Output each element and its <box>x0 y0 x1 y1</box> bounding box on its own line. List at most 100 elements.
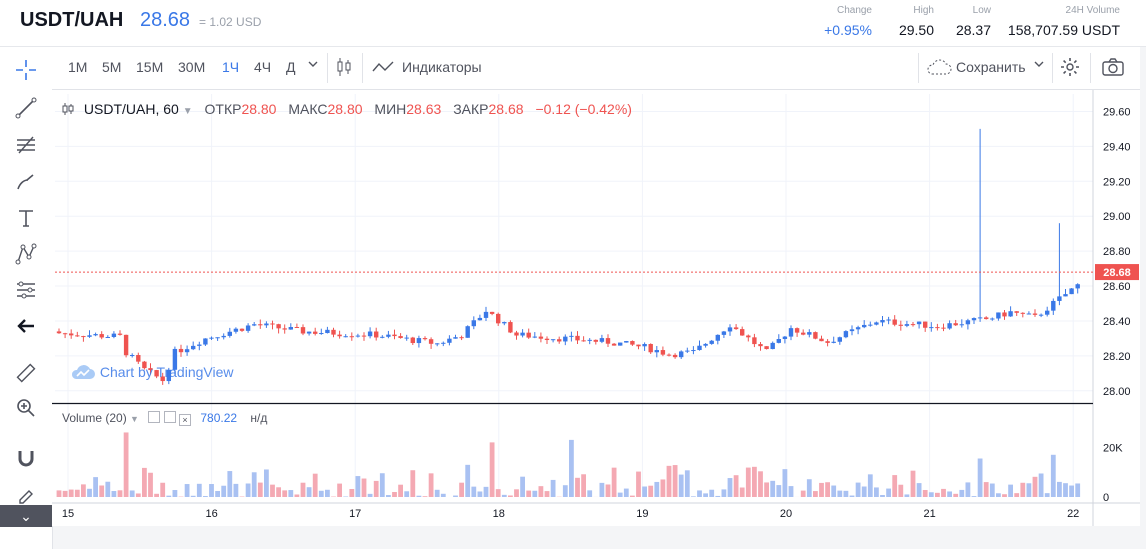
candle-body <box>130 355 135 357</box>
candle-body <box>538 336 544 339</box>
candle-body <box>618 342 623 346</box>
volume-bar <box>453 495 458 497</box>
volume-bar <box>483 486 489 497</box>
candle-body <box>825 341 830 343</box>
volume-bar <box>300 482 306 497</box>
volume-bar <box>276 487 281 497</box>
candle-body <box>233 328 239 332</box>
candle-body <box>1008 311 1013 317</box>
ruler-icon[interactable] <box>13 360 39 386</box>
candle-body <box>319 333 324 335</box>
candle-body <box>514 332 519 336</box>
magnet-icon[interactable] <box>13 445 39 471</box>
timeframe-15m[interactable]: 15М <box>136 59 164 75</box>
timeframe-30m[interactable]: 30М <box>178 59 206 75</box>
candle-body <box>892 319 897 325</box>
cloud-icon[interactable] <box>926 58 952 79</box>
gear-icon[interactable] <box>1059 56 1081 81</box>
chart-axes: 29.60 29.40 29.20 29.00 28.80 28.60 28.40 28.20… <box>52 90 1140 526</box>
pattern-icon[interactable] <box>13 241 39 267</box>
tradingview-watermark[interactable]: Chart by TradingView <box>70 363 233 381</box>
chart-area[interactable] <box>52 90 1140 526</box>
volume-bar <box>916 483 922 497</box>
volume-bar <box>1075 483 1081 497</box>
candle-body <box>160 376 165 382</box>
candle-body <box>306 331 312 334</box>
candle-body <box>977 317 983 319</box>
timeframe-1m[interactable]: 1М <box>68 59 88 75</box>
volume-label[interactable]: Volume (20) <box>62 411 127 425</box>
cloud-logo-icon <box>71 365 95 379</box>
timeframe-d[interactable]: Д <box>286 59 296 75</box>
candles-icon[interactable] <box>336 57 352 80</box>
chart-type-icon[interactable] <box>62 102 76 119</box>
volume-bar <box>62 490 68 497</box>
drawing-toolbar <box>0 47 53 549</box>
chevron-down-icon[interactable]: ▼ <box>130 414 139 424</box>
candle-body <box>727 327 733 332</box>
candle-body <box>209 337 214 339</box>
volume-bar <box>257 482 263 497</box>
candle-body <box>782 336 788 340</box>
volume-bar <box>904 494 910 497</box>
chart-toolbar: 1М 5М 15М 30М 1Ч 4Ч Д Индикаторы Сохрани… <box>52 47 1140 90</box>
candle-body <box>252 324 257 326</box>
timeframe-5m[interactable]: 5М <box>102 59 122 75</box>
price-tick-label: 29.60 <box>1103 106 1131 118</box>
lock-icon[interactable] <box>13 481 39 507</box>
chevron-down-icon[interactable] <box>1034 57 1044 74</box>
back-arrow-icon[interactable] <box>13 313 39 339</box>
text-icon[interactable] <box>13 205 39 231</box>
candle-body <box>733 327 739 330</box>
volume-bar <box>691 496 696 497</box>
timeframe-4h[interactable]: 4Ч <box>254 59 272 75</box>
legend-symbol[interactable]: USDT/UAH, 60 <box>83 101 179 117</box>
volume-bar <box>361 478 367 497</box>
camera-icon[interactable] <box>1102 57 1124 80</box>
volume-bar <box>233 483 239 497</box>
candle-body <box>910 324 916 326</box>
volume-bar <box>581 474 586 497</box>
measure-icon[interactable] <box>13 277 39 303</box>
volume-bar <box>81 484 86 497</box>
volume-bar <box>1032 476 1038 497</box>
eye-icon[interactable] <box>148 411 161 423</box>
candle-body <box>605 338 611 344</box>
volume-bar <box>306 487 312 497</box>
chevron-down-icon[interactable]: ▼ <box>182 106 193 117</box>
gear-icon[interactable] <box>163 411 176 423</box>
volume-bar <box>562 485 568 497</box>
volume-bar <box>160 482 166 497</box>
time-tick-label: 15 <box>62 508 74 520</box>
volume-bar <box>782 469 788 497</box>
stat-label: Low <box>972 5 991 16</box>
candle-body <box>123 334 129 356</box>
candle-body <box>660 350 666 355</box>
volume-bar <box>965 482 971 497</box>
toolbar-scroll-down-icon[interactable]: ⌄ <box>0 505 52 527</box>
candle-body <box>740 329 745 336</box>
candle-body <box>313 331 318 334</box>
fib-icon[interactable] <box>13 132 39 158</box>
indicators-button[interactable]: Индикаторы <box>402 59 482 75</box>
volume-bar <box>819 482 824 497</box>
price-tick-label: 28.40 <box>1103 316 1131 328</box>
crosshair-icon[interactable] <box>13 57 39 83</box>
zoom-icon[interactable] <box>13 395 39 421</box>
candle-body <box>355 335 361 337</box>
timeframe-1h[interactable]: 1Ч <box>222 59 240 75</box>
candle-body <box>264 323 269 326</box>
save-button[interactable]: Сохранить <box>956 59 1026 75</box>
price-candles <box>56 128 1080 385</box>
close-icon[interactable]: × <box>179 414 191 426</box>
trend-line-icon[interactable] <box>13 95 39 121</box>
candle-body <box>923 321 928 328</box>
indicators-icon[interactable] <box>372 59 396 78</box>
chevron-down-icon[interactable] <box>308 57 318 74</box>
volume-bar <box>221 485 227 497</box>
brush-icon[interactable] <box>13 169 39 195</box>
candle-body <box>227 331 232 336</box>
volume-bar <box>928 492 934 497</box>
candle-body <box>959 324 964 326</box>
